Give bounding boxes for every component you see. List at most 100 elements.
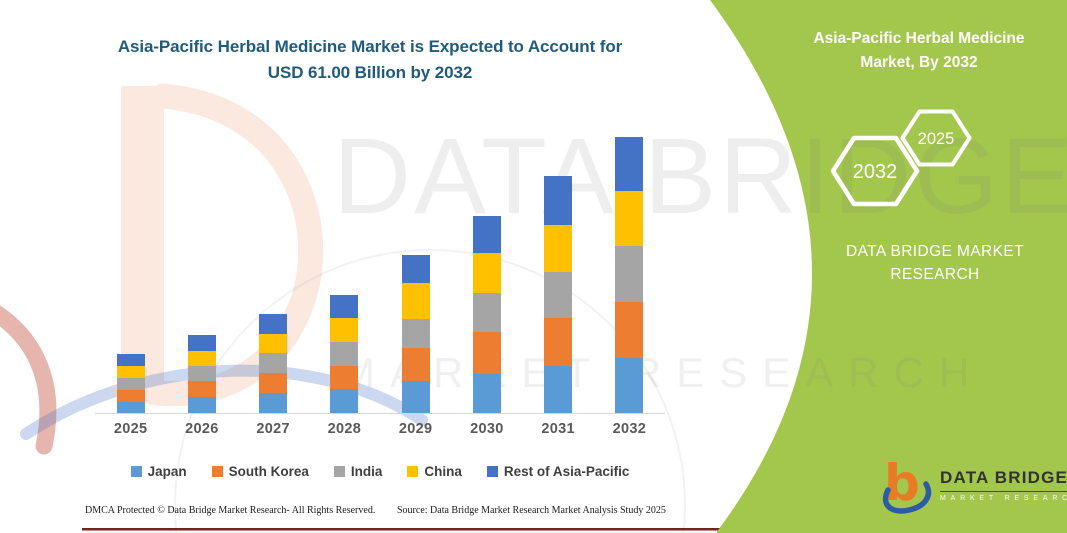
bar-slot-2031 xyxy=(523,120,594,413)
bar-segment-rest-of-asia-pacific-2031 xyxy=(544,176,573,225)
bar-slot-2029 xyxy=(380,120,451,413)
stacked-bar-2027 xyxy=(259,313,288,413)
bar-segment-india-2029 xyxy=(401,319,430,348)
bar-segment-rest-of-asia-pacific-2028 xyxy=(330,294,359,319)
hexagon-2032-label: 2032 xyxy=(853,161,898,183)
stacked-bar-2026 xyxy=(187,335,216,413)
bar-segment-japan-2032 xyxy=(615,358,644,413)
databridge-logo-text: DATA BRIDGE MARKET RESEARCH xyxy=(940,468,1067,502)
legend-swatch xyxy=(407,466,419,477)
brand-wordmark-line2: RESEARCH xyxy=(890,266,980,284)
legend-item-rest-of-asia-pacific: Rest of Asia-Pacific xyxy=(486,464,630,479)
bar-segment-china-2026 xyxy=(187,351,216,367)
bar-segment-japan-2025 xyxy=(116,402,145,413)
legend-item-south-korea: South Korea xyxy=(211,464,309,479)
x-axis-labels: 2025 2026 2027 2028 2029 2030 2031 2032 xyxy=(95,421,665,437)
legend-label: South Korea xyxy=(228,464,309,479)
bar-segment-south-korea-2026 xyxy=(187,381,216,397)
bar-segment-japan-2026 xyxy=(187,396,216,413)
bar-segment-south-korea-2028 xyxy=(330,365,359,390)
chart-title-line2: USD 61.00 Billion by 2032 xyxy=(267,62,473,82)
bar-segment-south-korea-2032 xyxy=(615,302,644,359)
stacked-bar-2028 xyxy=(330,294,359,413)
bar-segment-china-2028 xyxy=(330,318,359,343)
bar-segment-india-2031 xyxy=(544,271,573,319)
bar-slot-2030 xyxy=(451,120,522,413)
bar-segment-rest-of-asia-pacific-2032 xyxy=(615,137,644,192)
legend-item-japan: Japan xyxy=(130,464,187,479)
legend-item-india: India xyxy=(333,464,383,479)
bar-chart-plot-area xyxy=(95,120,665,413)
year-hexagons: 2032 2025 xyxy=(830,109,972,207)
x-axis-label-2030: 2030 xyxy=(470,421,504,437)
x-axis-label-2027: 2027 xyxy=(256,421,290,437)
chart-legend: Japan South Korea India China Rest of Asia-P… xyxy=(95,464,665,479)
bar-segment-japan-2028 xyxy=(330,389,359,413)
bar-slot-2032 xyxy=(594,120,665,413)
x-axis-label-2025: 2025 xyxy=(113,421,148,437)
bar-segment-china-2031 xyxy=(544,225,573,272)
bar-segment-china-2030 xyxy=(472,253,501,294)
bar-segment-india-2028 xyxy=(330,342,359,366)
right-panel-title: Asia-Pacific Herbal Medicine Market, By … xyxy=(788,27,1050,75)
stacked-bar-2029 xyxy=(401,255,430,413)
bar-segment-south-korea-2027 xyxy=(259,372,288,393)
databridge-logo-mark: b xyxy=(882,456,932,514)
legend-label: India xyxy=(350,464,383,479)
bar-slot-2028 xyxy=(309,120,380,413)
brand-wordmark: DATA BRIDGE MARKET RESEARCH xyxy=(806,240,1064,287)
legend-label: Japan xyxy=(147,464,187,479)
bar-segment-india-2027 xyxy=(259,352,288,373)
bar-segment-rest-of-asia-pacific-2029 xyxy=(401,255,430,283)
bar-segment-india-2025 xyxy=(116,377,145,391)
stacked-bar-2031 xyxy=(544,176,573,413)
legend-item-china: China xyxy=(407,464,462,479)
stacked-bar-2030 xyxy=(472,215,501,413)
bar-slot-2025 xyxy=(95,120,166,413)
logo-divider xyxy=(940,491,1067,492)
hexagon-2025-label: 2025 xyxy=(918,130,955,148)
bar-segment-south-korea-2031 xyxy=(544,318,573,367)
bar-segment-china-2025 xyxy=(116,366,145,378)
bar-segment-japan-2029 xyxy=(401,381,430,413)
bar-segment-india-2026 xyxy=(187,366,216,382)
footer-dmca-text: DMCA Protected © Data Bridge Market Rese… xyxy=(85,505,376,516)
stacked-bar-2032 xyxy=(615,137,644,413)
bar-segment-south-korea-2030 xyxy=(472,331,501,374)
chart-title: Asia-Pacific Herbal Medicine Market is E… xyxy=(88,34,652,85)
x-axis-label-2032: 2032 xyxy=(612,421,647,437)
logo-subtitle: MARKET RESEARCH xyxy=(940,495,1067,502)
legend-label: China xyxy=(424,464,462,479)
x-axis-line xyxy=(95,413,665,414)
bar-segment-china-2032 xyxy=(615,191,644,246)
bar-slot-2026 xyxy=(166,120,237,413)
legend-swatch xyxy=(211,466,223,477)
bar-segment-india-2032 xyxy=(615,245,644,303)
brand-wordmark-line1: DATA BRIDGE MARKET xyxy=(845,243,1024,260)
databridge-logo: b DATA BRIDGE MARKET RESEARCH xyxy=(880,456,1067,514)
bar-segment-india-2030 xyxy=(472,293,501,332)
x-axis-label-2031: 2031 xyxy=(541,421,575,437)
footer-source-text: Source: Data Bridge Market Research Mark… xyxy=(397,505,666,516)
bar-segment-rest-of-asia-pacific-2025 xyxy=(116,354,145,367)
right-panel-title-line1: Asia-Pacific Herbal Medicine xyxy=(813,30,1025,47)
bar-segment-rest-of-asia-pacific-2030 xyxy=(472,215,501,254)
legend-swatch xyxy=(486,466,498,477)
legend-swatch xyxy=(333,466,345,477)
x-axis-label-2029: 2029 xyxy=(398,421,433,437)
x-axis-label-2026: 2026 xyxy=(185,421,219,437)
bar-segment-rest-of-asia-pacific-2026 xyxy=(187,335,216,352)
x-axis-label-2028: 2028 xyxy=(327,421,362,437)
stacked-bar-2025 xyxy=(116,354,145,413)
bar-slot-2027 xyxy=(238,120,309,413)
chart-title-line1: Asia-Pacific Herbal Medicine Market is E… xyxy=(117,37,623,56)
bar-segment-rest-of-asia-pacific-2027 xyxy=(259,313,288,334)
logo-name: DATA BRIDGE xyxy=(940,468,1067,487)
bar-segment-south-korea-2029 xyxy=(401,347,430,382)
bar-segment-south-korea-2025 xyxy=(116,390,145,403)
legend-label: Rest of Asia-Pacific xyxy=(503,464,630,479)
bar-segment-japan-2031 xyxy=(544,366,573,413)
bar-segment-china-2027 xyxy=(259,333,288,353)
bar-segment-japan-2030 xyxy=(472,373,501,413)
